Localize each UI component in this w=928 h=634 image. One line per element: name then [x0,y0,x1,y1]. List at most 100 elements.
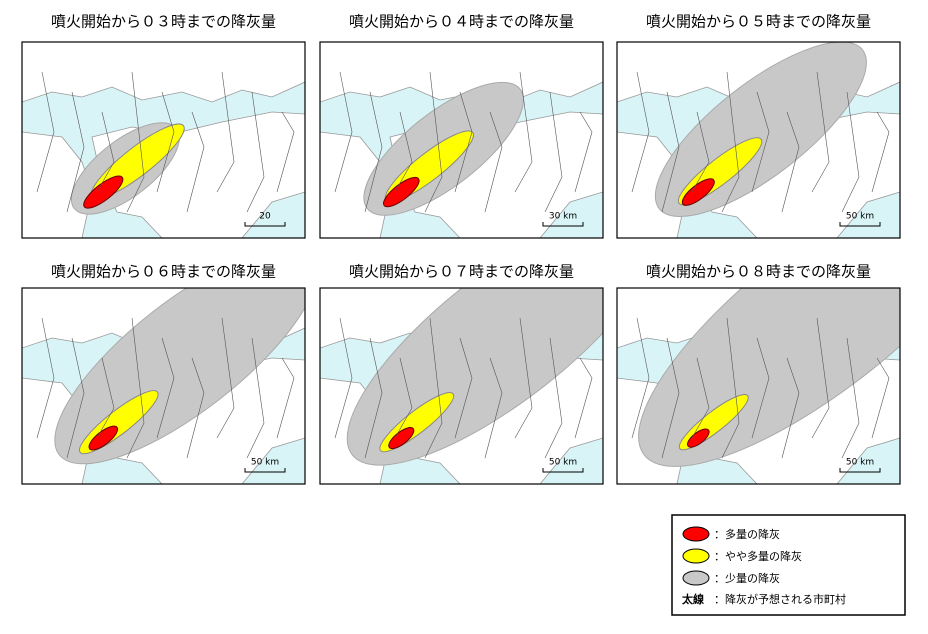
ash-heavy [681,178,715,206]
border [631,71,650,193]
border [751,337,770,439]
ash-heavy [83,175,124,209]
border [424,71,443,213]
land [320,42,603,103]
border [246,337,265,459]
map-frame [616,287,901,485]
border [781,357,800,459]
border [631,317,650,439]
border [96,357,115,439]
map-content [320,288,603,484]
border [484,111,503,213]
map-frame [319,287,604,485]
ash-heavy [687,428,710,448]
border [126,317,145,459]
scale-label: 30 km [549,212,577,222]
border [96,111,115,193]
legend-label: ：多量の降灰 [714,527,780,541]
map-panel: 噴火開始から０４時までの降灰量 30 km [319,13,604,239]
border [36,317,55,439]
map-panel: 噴火開始から０６時までの降灰量 50 km [21,263,306,485]
legend-label: ：少量の降灰 [714,571,780,585]
border [751,91,770,193]
border [454,91,473,193]
map-frame [21,287,306,485]
border [186,111,205,213]
map-content [22,42,305,238]
map-frame [319,41,604,239]
border [691,111,710,193]
border [514,317,533,439]
panel-title: 噴火開始から０６時までの降灰量 [51,263,276,281]
ash-heavy [383,176,420,208]
scale-label: 50 km [549,458,577,468]
border [661,337,680,459]
ash-light [638,288,900,467]
map: 30 km [319,41,604,239]
legend-box [671,514,906,616]
border [544,91,563,213]
scale-label: 50 km [846,212,874,222]
scale-bar [244,468,286,473]
border [514,71,533,193]
scale-bar [244,222,286,227]
border [424,317,443,459]
border [574,111,593,193]
scale-label: 20 [259,212,271,222]
panel-title: 噴火開始から０３時までの降灰量 [51,13,276,31]
border [484,357,503,459]
legend-label: ：やや多量の降灰 [714,549,802,563]
border [394,357,413,439]
border [394,111,413,193]
scale-label: 50 km [846,458,874,468]
border [276,111,295,193]
border [661,91,680,213]
legend-swatch [682,526,710,542]
map-panel: 噴火開始から０８時までの降灰量 50 km [616,263,901,485]
ash-light [346,288,603,466]
map: 20 [21,41,306,239]
border [246,91,265,213]
map-panel: 噴火開始から０３時までの降灰量 20 [21,13,306,239]
ash-heavy [88,425,119,451]
border [454,337,473,439]
land [22,42,305,103]
border [66,91,85,213]
legend-label: ：降灰が予想される市町村 [714,592,846,606]
scale-label: 50 km [251,458,279,468]
scale-bar [839,222,881,227]
panel-title: 噴火開始から０４時までの降灰量 [349,13,574,31]
border [36,71,55,193]
map-frame [616,41,901,239]
map: 50 km [319,287,604,485]
border [721,317,740,459]
map: 50 km [21,287,306,485]
map-content [617,288,900,484]
border [811,71,830,193]
map-content [22,288,305,484]
map: 50 km [616,287,901,485]
border [156,337,175,439]
legend-swatch [682,570,710,586]
scale-bar [542,468,584,473]
border [276,357,295,439]
scale-bar [542,222,584,227]
map-content [320,42,603,238]
map-panel: 噴火開始から０５時までの降灰量 50 km [616,13,901,239]
border [811,317,830,439]
legend-symbol: 太線 [681,592,704,606]
border [721,71,740,213]
border [871,111,890,193]
map-content [617,42,900,238]
map: 50 km [616,41,901,239]
border [871,357,890,439]
panel-title: 噴火開始から０７時までの降灰量 [349,263,574,281]
panel-title: 噴火開始から０５時までの降灰量 [646,13,871,31]
border [334,317,353,439]
scale-bar [839,468,881,473]
border [841,91,860,213]
border [156,91,175,193]
panel-title: 噴火開始から０８時までの降灰量 [646,263,871,281]
